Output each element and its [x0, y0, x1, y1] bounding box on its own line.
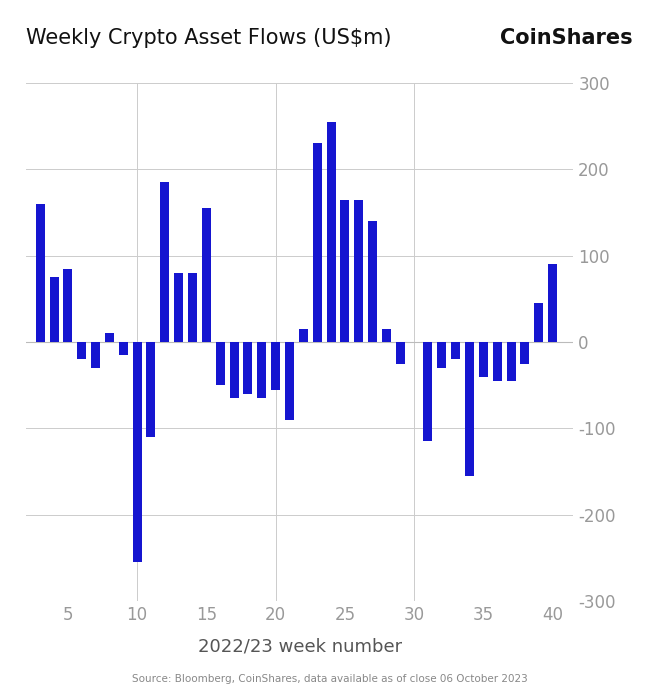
Bar [146, 342, 156, 437]
Bar [77, 342, 86, 359]
Bar [326, 122, 335, 342]
Bar [354, 200, 363, 342]
Bar [160, 182, 169, 342]
Bar [340, 200, 349, 342]
Bar [451, 342, 460, 359]
Bar [243, 342, 252, 394]
Bar [229, 342, 239, 398]
Bar [312, 144, 322, 342]
Bar [285, 342, 294, 420]
Bar [479, 342, 488, 377]
Bar [424, 342, 432, 442]
Bar [271, 342, 280, 390]
Bar [63, 269, 72, 342]
X-axis label: 2022/23 week number: 2022/23 week number [198, 638, 402, 656]
Text: Weekly Crypto Asset Flows (US$m): Weekly Crypto Asset Flows (US$m) [26, 28, 392, 48]
Bar [132, 342, 142, 562]
Bar [493, 342, 501, 381]
Bar [36, 204, 45, 342]
Bar [465, 342, 474, 476]
Bar [299, 329, 308, 342]
Bar [119, 342, 128, 355]
Bar [91, 342, 100, 368]
Bar [396, 342, 405, 363]
Bar [215, 342, 225, 386]
Bar [49, 277, 59, 342]
Bar [202, 208, 211, 342]
Bar [257, 342, 266, 398]
Bar [534, 303, 543, 342]
Bar [548, 265, 557, 342]
Bar [382, 329, 391, 342]
Bar [507, 342, 515, 381]
Text: Source: Bloomberg, CoinShares, data available as of close 06 October 2023: Source: Bloomberg, CoinShares, data avai… [132, 674, 527, 684]
Text: CoinShares: CoinShares [500, 28, 633, 48]
Bar [188, 273, 197, 342]
Bar [368, 221, 377, 342]
Bar [105, 334, 114, 342]
Bar [438, 342, 446, 368]
Bar [174, 273, 183, 342]
Bar [521, 342, 529, 363]
